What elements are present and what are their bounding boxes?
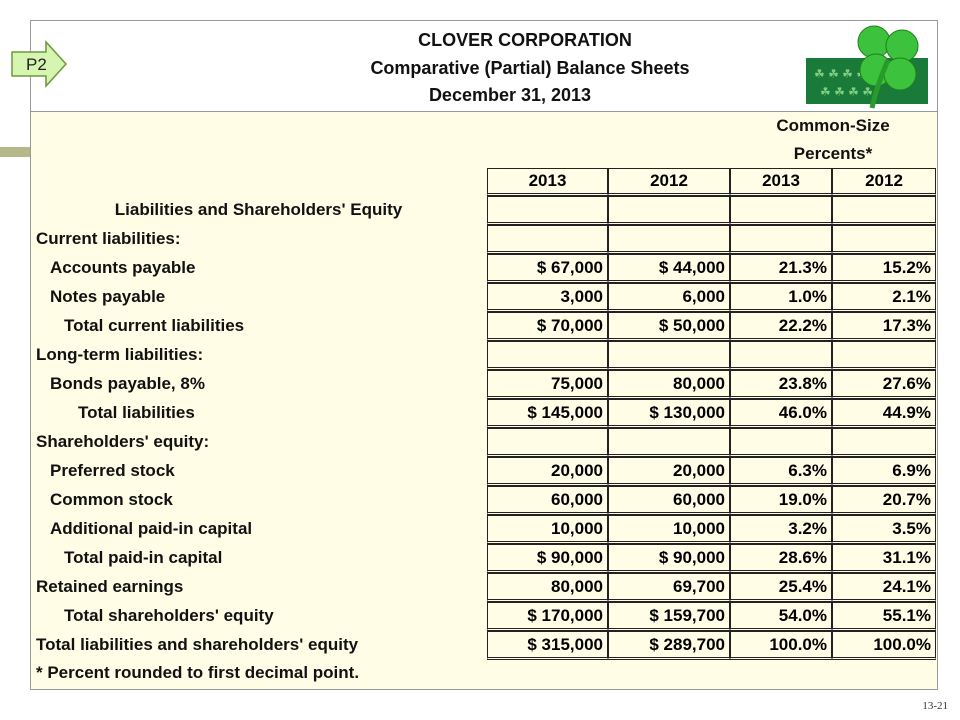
cell-value: 3.2% xyxy=(730,515,832,544)
cell-value: $ 90,000 xyxy=(608,544,730,573)
cell-value: 69,700 xyxy=(608,573,730,602)
cell-value: 20,000 xyxy=(487,457,608,486)
title: CLOVER CORPORATION xyxy=(418,30,632,50)
row-label: Total paid-in capital xyxy=(64,548,223,567)
row-label: Additional paid-in capital xyxy=(50,519,253,538)
cell-value: 3.5% xyxy=(832,515,936,544)
cell-empty xyxy=(608,341,730,370)
cell-value: $ 289,700 xyxy=(608,631,730,660)
date: December 31, 2013 xyxy=(428,85,592,105)
cell-empty xyxy=(608,225,730,254)
row-label: Total current liabilities xyxy=(64,316,245,335)
cell-value: 21.3% xyxy=(730,254,832,283)
badge: P2 xyxy=(26,55,47,74)
cell-value: $ 67,000 xyxy=(487,254,608,283)
cell-empty xyxy=(487,341,608,370)
cell-value: $ 50,000 xyxy=(608,312,730,341)
cell-value: 6,000 xyxy=(608,283,730,312)
title-area xyxy=(30,20,938,112)
cell-value: $ 70,000 xyxy=(487,312,608,341)
cell-empty xyxy=(730,428,832,457)
cell-value: $ 44,000 xyxy=(608,254,730,283)
cell-value: $ 315,000 xyxy=(487,631,608,660)
svg-text:☘ ☘ ☘ ☘: ☘ ☘ ☘ ☘ xyxy=(820,85,873,99)
cell-empty xyxy=(487,428,608,457)
cell-value: 1.0% xyxy=(730,283,832,312)
cell-empty xyxy=(832,428,936,457)
badge-arrow: P2 xyxy=(11,40,68,88)
cell-value: 60,000 xyxy=(608,486,730,515)
cell-value: $ 170,000 xyxy=(487,602,608,631)
column-header: 2013 xyxy=(730,168,832,196)
clover: ☘ ☘ ☘ ☘ ☘ ☘ ☘ ☘ xyxy=(806,25,928,109)
cell-value: $ 159,700 xyxy=(608,602,730,631)
cell-value: 10,000 xyxy=(487,515,608,544)
cell-value: $ 145,000 xyxy=(487,399,608,428)
cell-value: 20.7% xyxy=(832,486,936,515)
footnote: * Percent rounded to first decimal point… xyxy=(36,663,360,682)
row-label: Total liabilities and shareholders' equi… xyxy=(36,635,359,654)
cell-value: 60,000 xyxy=(487,486,608,515)
cell-empty xyxy=(832,341,936,370)
cell-value: 46.0% xyxy=(730,399,832,428)
subtitle: Comparative (Partial) Balance Sheets xyxy=(370,58,690,78)
row-label: Retained earnings xyxy=(36,577,184,596)
cell-value: 19.0% xyxy=(730,486,832,515)
row-label: Notes payable xyxy=(50,287,166,306)
cell-value: 24.1% xyxy=(832,573,936,602)
row-label: Common stock xyxy=(50,490,173,509)
column-header: 2013 xyxy=(487,168,608,196)
cell-empty xyxy=(832,225,936,254)
cell-value: 75,000 xyxy=(487,370,608,399)
cell-empty xyxy=(487,225,608,254)
row-label: Total liabilities xyxy=(78,403,195,422)
cell-value: 6.3% xyxy=(730,457,832,486)
cell-value: 20,000 xyxy=(608,457,730,486)
group-header: Common-Size Percents* xyxy=(776,116,890,163)
cell-empty xyxy=(730,225,832,254)
cell-empty xyxy=(832,196,936,225)
cell-value: 54.0% xyxy=(730,602,832,631)
svg-text:☘ ☘ ☘ ☘: ☘ ☘ ☘ ☘ xyxy=(814,67,867,81)
page-number: 13-21 xyxy=(922,700,948,712)
column-header: 2012 xyxy=(832,168,936,196)
cell-value: 100.0% xyxy=(832,631,936,660)
cell-value: 6.9% xyxy=(832,457,936,486)
row-label: Preferred stock xyxy=(50,461,175,480)
row-label: Long-term liabilities: xyxy=(36,345,204,364)
cell-value: 44.9% xyxy=(832,399,936,428)
row-label: Liabilities and Shareholders' Equity xyxy=(114,200,403,219)
cell-value: 10,000 xyxy=(608,515,730,544)
cell-value: 80,000 xyxy=(487,573,608,602)
cell-value: 55.1% xyxy=(832,602,936,631)
row-label: Bonds payable, 8% xyxy=(50,374,205,393)
cell-value: 27.6% xyxy=(832,370,936,399)
cell-empty xyxy=(730,341,832,370)
cell-empty xyxy=(730,196,832,225)
cell-value: 100.0% xyxy=(730,631,832,660)
cell-empty xyxy=(487,196,608,225)
cell-value: 28.6% xyxy=(730,544,832,573)
cell-value: 15.2% xyxy=(832,254,936,283)
row-label: Total shareholders' equity xyxy=(64,606,274,625)
cell-value: 22.2% xyxy=(730,312,832,341)
cell-empty xyxy=(608,428,730,457)
cell-value: $ 90,000 xyxy=(487,544,608,573)
cell-value: 2.1% xyxy=(832,283,936,312)
cell-value: 25.4% xyxy=(730,573,832,602)
cell-value: 3,000 xyxy=(487,283,608,312)
column-header: 2012 xyxy=(608,168,730,196)
cell-value: 31.1% xyxy=(832,544,936,573)
cell-value: 23.8% xyxy=(730,370,832,399)
row-label: Accounts payable xyxy=(50,258,196,277)
cell-empty xyxy=(608,196,730,225)
deco-bar xyxy=(0,147,30,157)
row-label: Current liabilities: xyxy=(36,229,181,248)
cell-value: 80,000 xyxy=(608,370,730,399)
cell-value: 17.3% xyxy=(832,312,936,341)
row-label: Shareholders' equity: xyxy=(36,432,210,451)
cell-value: $ 130,000 xyxy=(608,399,730,428)
